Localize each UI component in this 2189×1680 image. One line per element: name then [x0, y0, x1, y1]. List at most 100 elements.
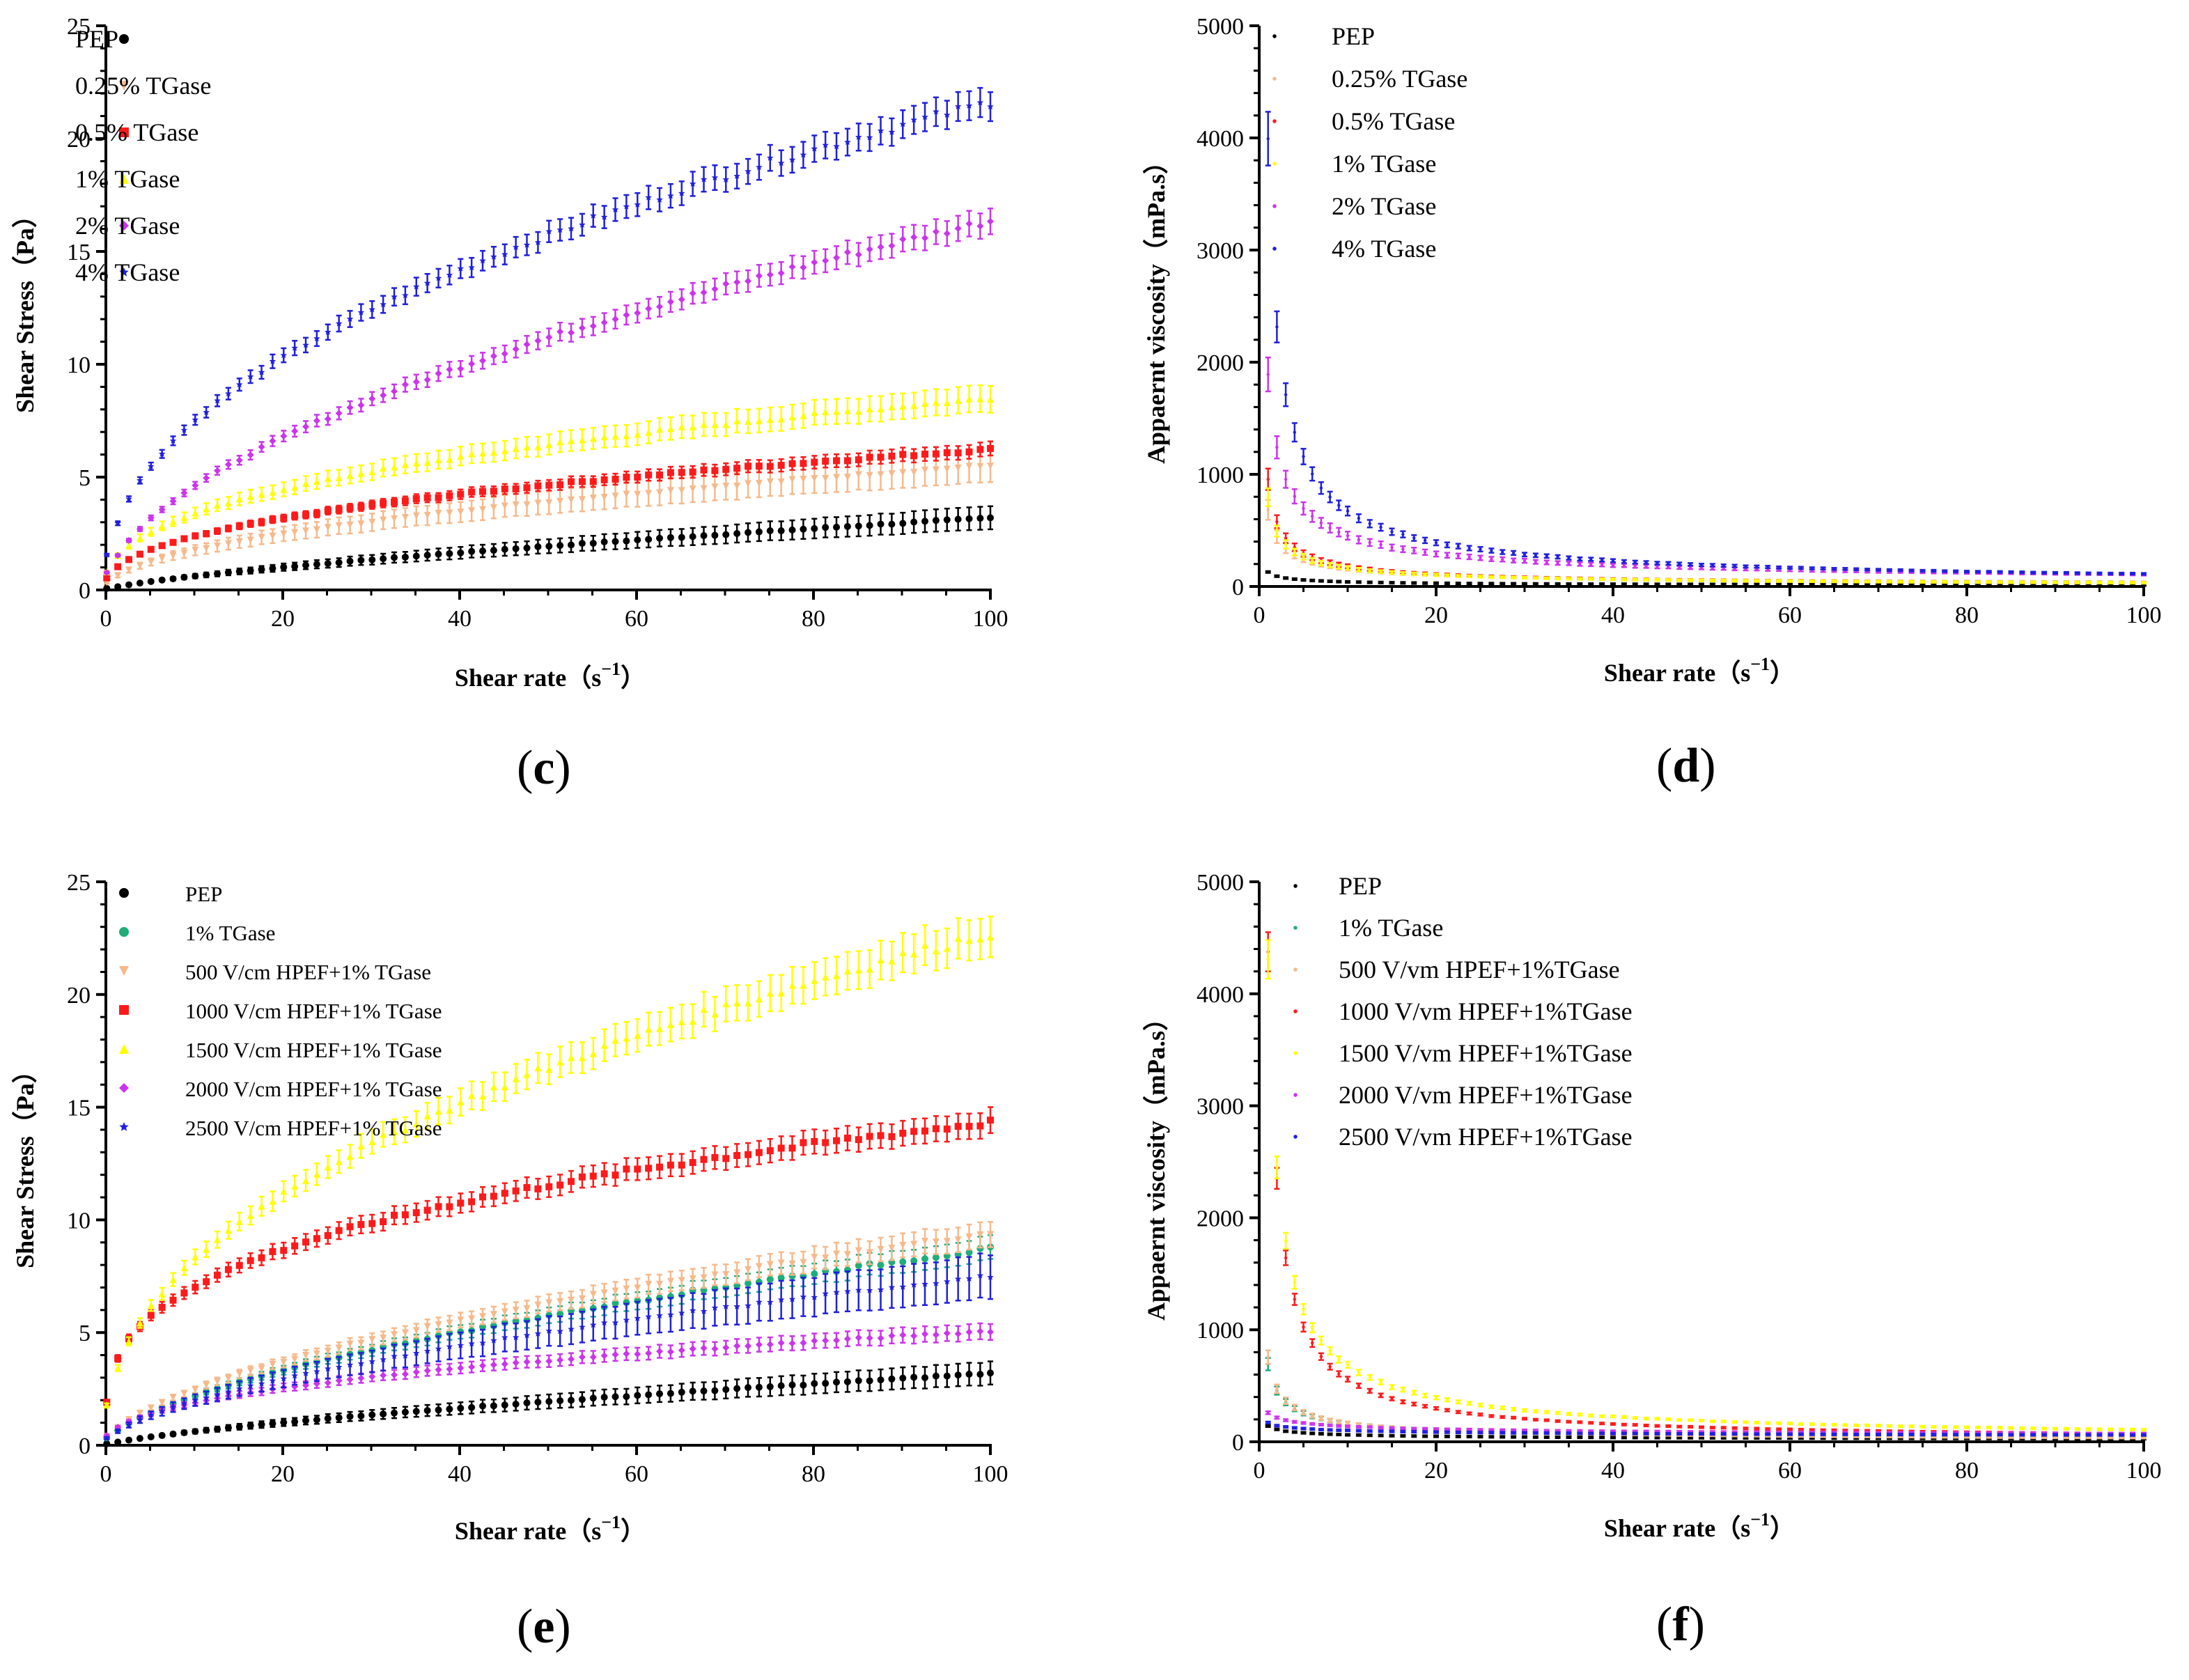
data-point	[954, 396, 962, 404]
data-point	[335, 320, 343, 327]
data-point	[855, 251, 862, 258]
data-point	[1744, 582, 1747, 586]
data-point	[965, 1249, 973, 1257]
data-point	[656, 196, 663, 203]
data-point	[755, 480, 763, 488]
data-point	[136, 1435, 143, 1442]
data-point	[1876, 580, 1880, 584]
data-point	[833, 407, 841, 415]
data-point	[1733, 564, 1736, 568]
data-point	[468, 450, 476, 458]
series-4	[1265, 356, 2147, 577]
data-point	[235, 568, 243, 575]
data-point	[1644, 564, 1648, 568]
data-point	[523, 544, 531, 552]
data-point	[1589, 563, 1593, 566]
data-point	[866, 522, 873, 529]
data-point	[114, 583, 122, 591]
data-point	[1954, 569, 1958, 573]
data-point	[888, 470, 896, 478]
data-point	[944, 111, 951, 118]
y-axis-label: Shear Stress（Pa）	[11, 1058, 39, 1268]
data-point	[1390, 546, 1394, 550]
data-point	[391, 499, 398, 506]
data-point	[235, 1423, 243, 1431]
data-point	[788, 156, 796, 163]
data-point	[866, 245, 873, 253]
data-point	[1456, 582, 1460, 585]
data-point	[1921, 569, 1924, 573]
data-point	[235, 495, 243, 503]
data-point	[689, 290, 696, 297]
data-point	[1423, 550, 1427, 554]
data-point	[1456, 544, 1460, 548]
x-axis-label: Shear rate（s−1）	[455, 1512, 646, 1545]
data-point	[910, 469, 918, 476]
data-point	[965, 220, 973, 228]
data-point	[1899, 580, 1902, 584]
data-point	[2130, 581, 2135, 584]
data-point	[545, 334, 553, 341]
legend-item: 2% TGase	[75, 212, 180, 240]
data-point	[324, 474, 332, 482]
data-point	[302, 511, 310, 519]
series-1	[103, 449, 994, 586]
data-point	[490, 504, 497, 511]
data-point	[578, 478, 586, 485]
data-point	[667, 534, 674, 541]
data-point	[368, 395, 376, 403]
x-tick-label: 60	[625, 1461, 648, 1487]
data-point	[114, 563, 122, 570]
data-point	[136, 550, 143, 558]
x-tick-label: 20	[271, 606, 295, 632]
data-point	[855, 522, 862, 530]
data-point	[291, 563, 299, 570]
data-point	[1744, 565, 1747, 568]
y-tick-label: 10	[67, 1208, 91, 1234]
data-point	[169, 1394, 177, 1401]
data-point	[777, 1382, 785, 1390]
data-point	[2109, 581, 2112, 584]
data-point	[302, 561, 310, 569]
data-point	[888, 403, 896, 410]
legend-item: 2% TGase	[1272, 192, 1436, 220]
data-point	[2098, 571, 2101, 575]
data-point	[767, 154, 774, 161]
data-point	[1633, 564, 1637, 568]
data-point	[733, 417, 741, 425]
data-point	[1401, 581, 1405, 585]
data-point	[2142, 581, 2146, 584]
x-tick-label: 40	[448, 606, 472, 632]
legend-label: 0.25% TGase	[75, 72, 211, 100]
data-point	[877, 520, 885, 528]
data-point	[2042, 583, 2046, 586]
data-point	[678, 487, 685, 495]
y-tick-label: 5	[79, 1321, 91, 1346]
data-point	[1777, 579, 1781, 583]
data-point	[501, 1401, 508, 1409]
data-point	[1667, 565, 1670, 569]
data-point	[1987, 583, 1991, 586]
data-point	[899, 1258, 907, 1266]
data-point	[1511, 559, 1516, 562]
data-point	[932, 228, 940, 235]
data-point	[147, 1433, 155, 1440]
data-point	[777, 160, 785, 166]
data-point	[313, 335, 320, 342]
data-point	[280, 514, 288, 522]
data-point	[976, 515, 984, 522]
data-point	[1501, 557, 1504, 561]
data-point	[346, 404, 354, 412]
data-point	[1328, 495, 1332, 499]
y-tick-label: 0	[1232, 575, 1244, 600]
data-point	[1337, 504, 1341, 507]
data-point	[976, 446, 984, 453]
data-point	[1832, 583, 1836, 586]
data-point	[501, 545, 508, 553]
data-point	[855, 456, 862, 464]
data-point	[987, 462, 994, 470]
x-tick-label: 100	[973, 606, 1008, 632]
data-point	[534, 239, 542, 246]
data-point	[711, 286, 719, 293]
data-point	[2109, 572, 2112, 575]
